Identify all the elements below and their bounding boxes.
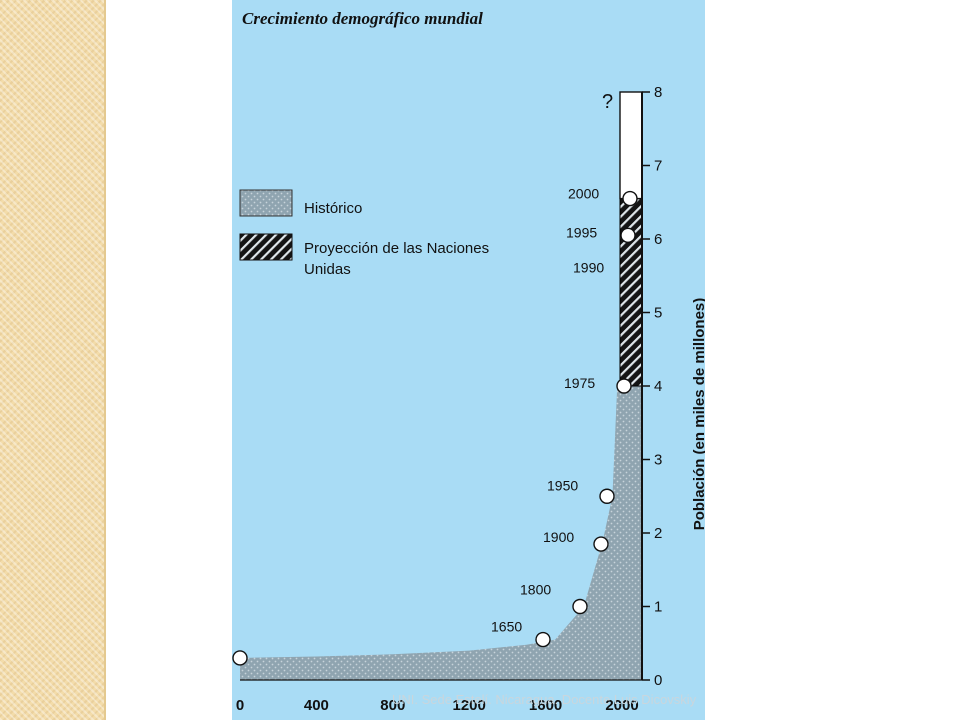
decorative-side-band — [0, 0, 104, 720]
x-tick-label: 2000 — [605, 697, 638, 714]
legend-label-historico: Histórico — [304, 200, 362, 217]
data-point-marker — [535, 631, 551, 648]
y-axis: 0 1 2 3 4 5 6 7 8 — [641, 84, 662, 689]
data-point-marker — [572, 598, 588, 615]
data-point-label: 1650 — [491, 619, 522, 635]
legend: Histórico Proyección de las Naciones Uni… — [239, 189, 489, 278]
x-tick-label: 0 — [236, 697, 244, 714]
y-axis-label: Población (en miles de millones) — [691, 298, 705, 531]
plot-areas — [240, 91, 643, 681]
legend-swatch-historico — [239, 189, 293, 217]
side-band-edge — [104, 0, 106, 720]
legend-swatch-proyeccion — [239, 233, 293, 261]
y-tick-label: 5 — [654, 305, 662, 322]
data-point-marker — [616, 378, 632, 394]
y-tick-label: 3 — [654, 452, 662, 469]
data-point-label: 1800 — [520, 582, 551, 598]
x-tick-label: 800 — [380, 697, 405, 714]
area-proyeccion — [619, 198, 643, 387]
data-point-label: 1990 — [573, 259, 604, 275]
x-tick-label: 400 — [304, 697, 329, 714]
data-point-label: 1975 — [564, 375, 595, 391]
data-point-label: 1900 — [543, 529, 574, 545]
population-chart: Crecimiento demográfico mundial 0 1 2 3 4 5 6 7… — [232, 9, 705, 714]
future-column — [619, 91, 643, 200]
data-point-marker — [593, 536, 609, 552]
legend-label-proyeccion: Proyección de las Naciones — [304, 240, 489, 257]
footer-credit: UNI. Sede Estelí. Nicaragua. Docente Lui… — [392, 692, 697, 707]
y-tick-label: 8 — [654, 84, 662, 101]
y-tick-label: 2 — [654, 525, 662, 542]
data-point-marker — [599, 488, 615, 504]
data-point-marker — [622, 190, 638, 207]
legend-label-proyeccion-line2: Unidas — [304, 261, 351, 278]
data-point-label: 1950 — [547, 477, 578, 493]
y-tick-label: 4 — [654, 378, 662, 395]
y-tick-label: 7 — [654, 158, 662, 175]
x-axis-ticks: 0 400 800 1200 1600 2000 — [236, 697, 639, 714]
chart-title: Crecimiento demográfico mundial — [242, 9, 483, 28]
area-historico — [240, 386, 642, 680]
y-tick-label: 0 — [654, 672, 662, 689]
question-mark: ? — [602, 91, 613, 113]
data-point-label: 1995 — [566, 224, 597, 240]
data-point-marker — [620, 227, 636, 244]
x-tick-label: 1200 — [453, 697, 486, 714]
y-tick-label: 6 — [654, 231, 662, 248]
data-point-marker — [232, 650, 248, 666]
y-tick-label: 1 — [654, 599, 662, 616]
x-tick-label: 1600 — [529, 697, 562, 714]
data-point-label: 2000 — [568, 186, 599, 202]
data-markers: 1650 1800 1900 1950 1975 1990 1995 2000 — [232, 186, 638, 666]
